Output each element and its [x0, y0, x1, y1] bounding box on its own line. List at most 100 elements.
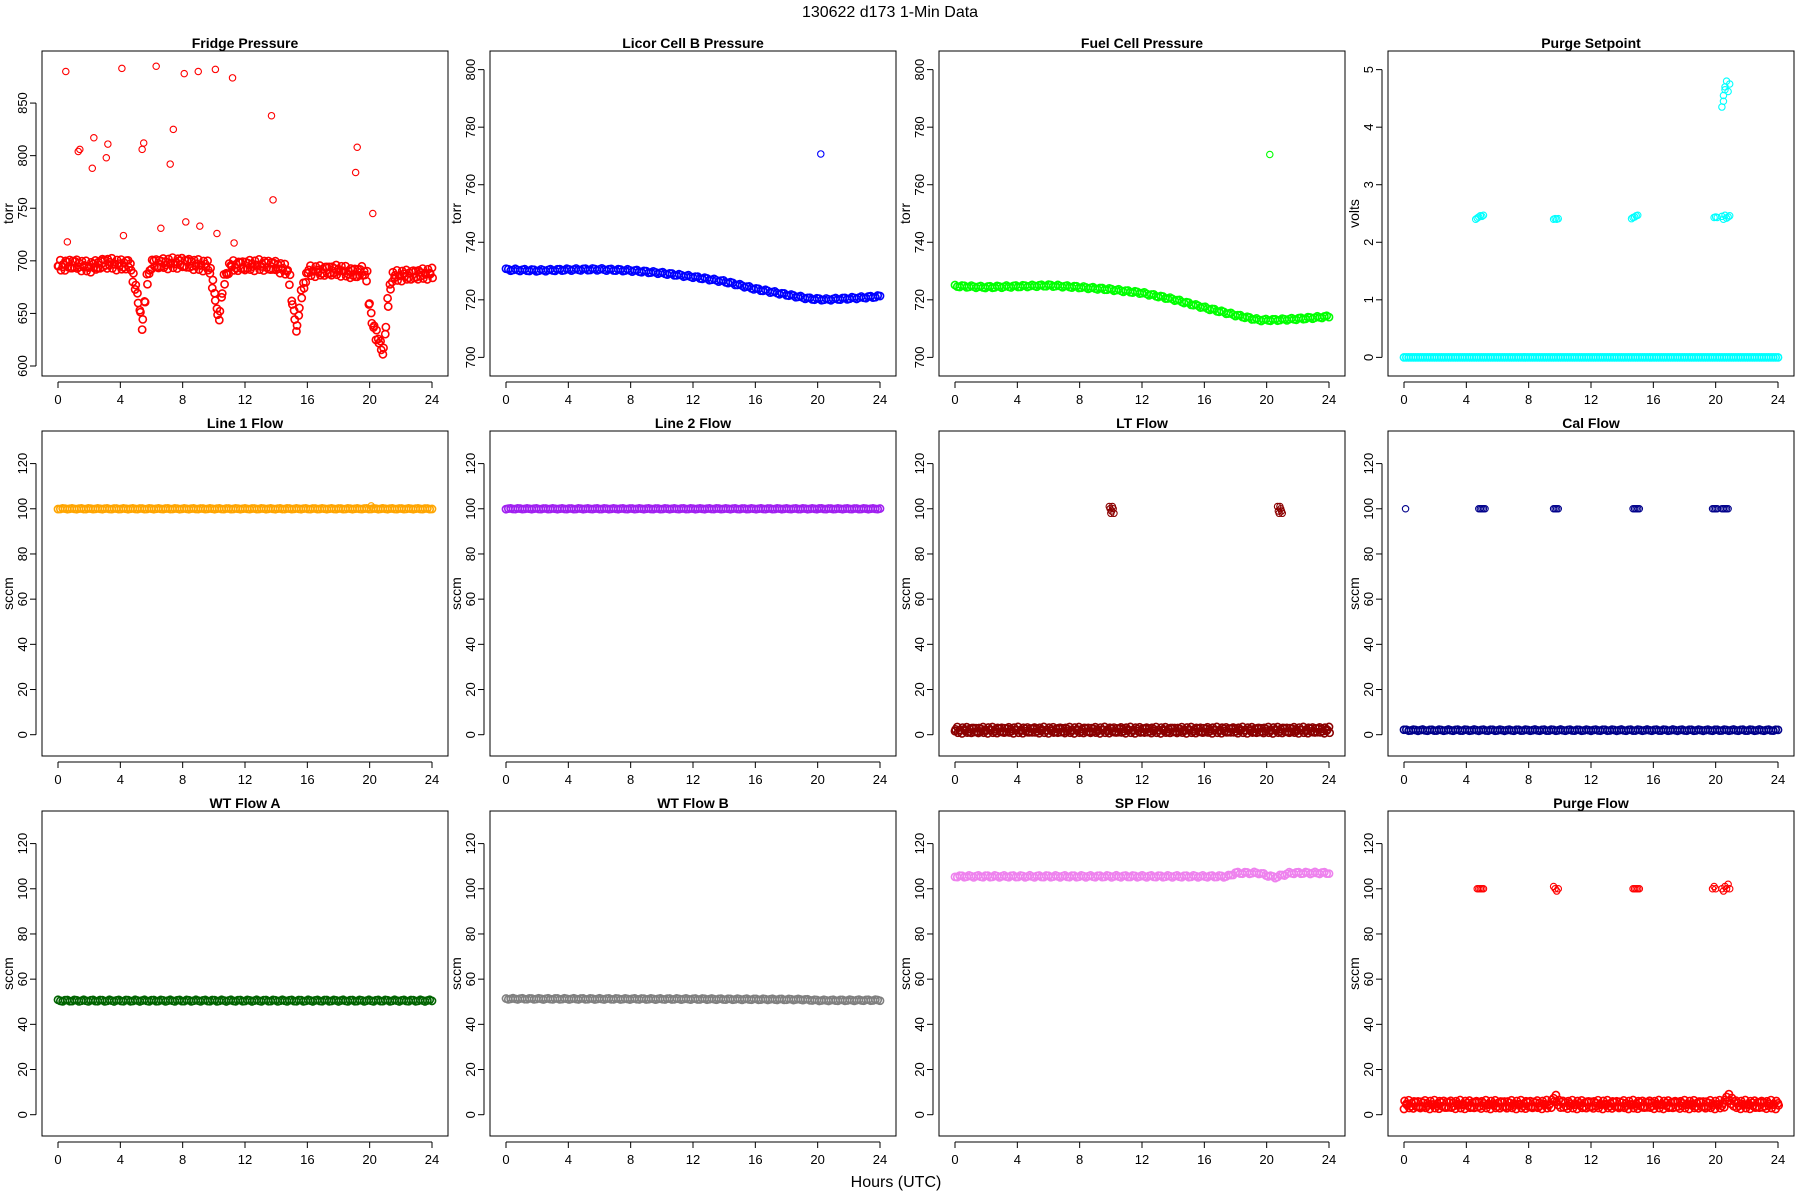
x-tick-label: 20: [362, 392, 376, 407]
x-tick-label: 16: [1197, 392, 1211, 407]
y-tick-label: 600: [15, 355, 30, 377]
plot-frame: [41, 50, 449, 377]
y-tick-label: 40: [15, 1017, 30, 1031]
data-point: [353, 143, 361, 151]
data-point: [1401, 505, 1410, 513]
y-tick-label: 740: [912, 231, 927, 253]
x-tick-label: 4: [1014, 772, 1021, 787]
chart-title: WT Flow B: [657, 795, 729, 811]
x-tick-label: 12: [1135, 772, 1149, 787]
data-points: [53, 995, 437, 1006]
data-point: [1481, 505, 1489, 513]
data-points: [501, 993, 885, 1006]
y-tick-label: 0: [15, 1111, 30, 1118]
x-tick-label: 12: [238, 392, 252, 407]
data-point: [357, 261, 367, 271]
y-tick-label: 740: [463, 231, 478, 253]
data-point: [215, 306, 225, 316]
y-tick-label: 720: [463, 289, 478, 311]
chart-title: LT Flow: [1116, 415, 1168, 431]
x-tick-label: 8: [1076, 772, 1083, 787]
data-point: [285, 280, 294, 290]
x-tick-label: 12: [1135, 392, 1149, 407]
data-point: [367, 318, 377, 328]
y-axis-label: sccm: [0, 957, 16, 990]
data-point: [306, 271, 316, 281]
data-point: [208, 275, 218, 285]
data-point: [194, 67, 203, 76]
chart-panel: SP Flow sccm 0 4 8 12 16 20 24 0 20 40 60 80 100 120: [897, 795, 1346, 1167]
y-tick-label: 120: [15, 453, 30, 475]
y-tick-label: 750: [15, 197, 30, 219]
data-point: [421, 270, 431, 279]
data-point: [1106, 505, 1114, 513]
data-point: [182, 218, 190, 226]
chart-panel: Purge Flow sccm 0 4 8 12 16 20 24 0 20 40 60 80 100 120: [1346, 795, 1795, 1167]
y-tick-label: 40: [15, 637, 30, 651]
plot-frame: [938, 430, 1346, 757]
data-point: [369, 321, 379, 331]
y-tick-label: 40: [1361, 637, 1376, 651]
chart-title: Line 2 Flow: [655, 415, 731, 431]
plot-frame: [938, 810, 1346, 1137]
data-point: [74, 147, 83, 156]
data-point: [362, 276, 371, 286]
data-points: [1399, 505, 1783, 736]
x-tick-label: 12: [1584, 1152, 1598, 1167]
y-tick-label: 120: [1361, 833, 1376, 855]
x-tick-label: 16: [300, 392, 314, 407]
data-points: [950, 150, 1334, 326]
data-point: [292, 327, 301, 336]
x-tick-label: 12: [238, 1152, 252, 1167]
data-point: [213, 229, 221, 238]
data-point: [297, 293, 307, 303]
x-tick-label: 4: [565, 1152, 572, 1167]
x-tick-label: 8: [1525, 772, 1532, 787]
x-tick-label: 12: [1135, 1152, 1149, 1167]
data-point: [366, 308, 376, 318]
data-point: [206, 263, 215, 273]
y-tick-label: 800: [463, 59, 478, 81]
y-tick-label: 60: [463, 972, 478, 986]
data-point: [285, 270, 295, 280]
x-tick-label: 4: [1463, 772, 1470, 787]
data-point: [104, 140, 112, 148]
x-tick-label: 24: [1322, 1152, 1336, 1167]
y-tick-label: 2: [1361, 239, 1376, 246]
plot-frame: [41, 810, 449, 1137]
y-tick-label: 60: [912, 972, 927, 986]
plot-frame: [1387, 430, 1795, 757]
x-tick-label: 0: [502, 392, 509, 407]
x-tick-label: 16: [748, 1152, 762, 1167]
data-point: [214, 315, 224, 325]
data-point: [157, 224, 165, 232]
y-tick-label: 780: [463, 116, 478, 138]
data-points: [950, 502, 1335, 738]
data-point: [118, 64, 126, 73]
data-point: [1773, 725, 1783, 735]
figure-title: 130622 d173 1-Min Data: [802, 4, 978, 21]
x-tick-label: 4: [1463, 392, 1470, 407]
x-tick-label: 8: [1525, 392, 1532, 407]
x-tick-label: 16: [748, 392, 762, 407]
chart-title: Cal Flow: [1562, 415, 1620, 431]
data-point: [63, 238, 72, 246]
data-point: [875, 504, 885, 513]
y-axis-label: sccm: [0, 577, 16, 610]
chart-title: Fridge Pressure: [192, 35, 299, 51]
x-tick-label: 0: [54, 1152, 61, 1167]
data-point: [815, 504, 823, 512]
y-tick-label: 100: [463, 878, 478, 900]
data-point: [1325, 728, 1335, 738]
x-tick-label: 20: [1708, 772, 1722, 787]
data-point: [373, 334, 383, 344]
data-points: [501, 503, 885, 514]
data-point: [1479, 211, 1488, 219]
data-points: [53, 62, 438, 359]
chart-panel: Fridge Pressure torr 0 4 8 12 16 20 24 600 650 700 7…: [0, 35, 449, 407]
data-points: [501, 150, 885, 305]
y-axis-label: sccm: [1346, 577, 1362, 610]
data-point: [1274, 507, 1283, 515]
y-tick-label: 60: [463, 592, 478, 606]
